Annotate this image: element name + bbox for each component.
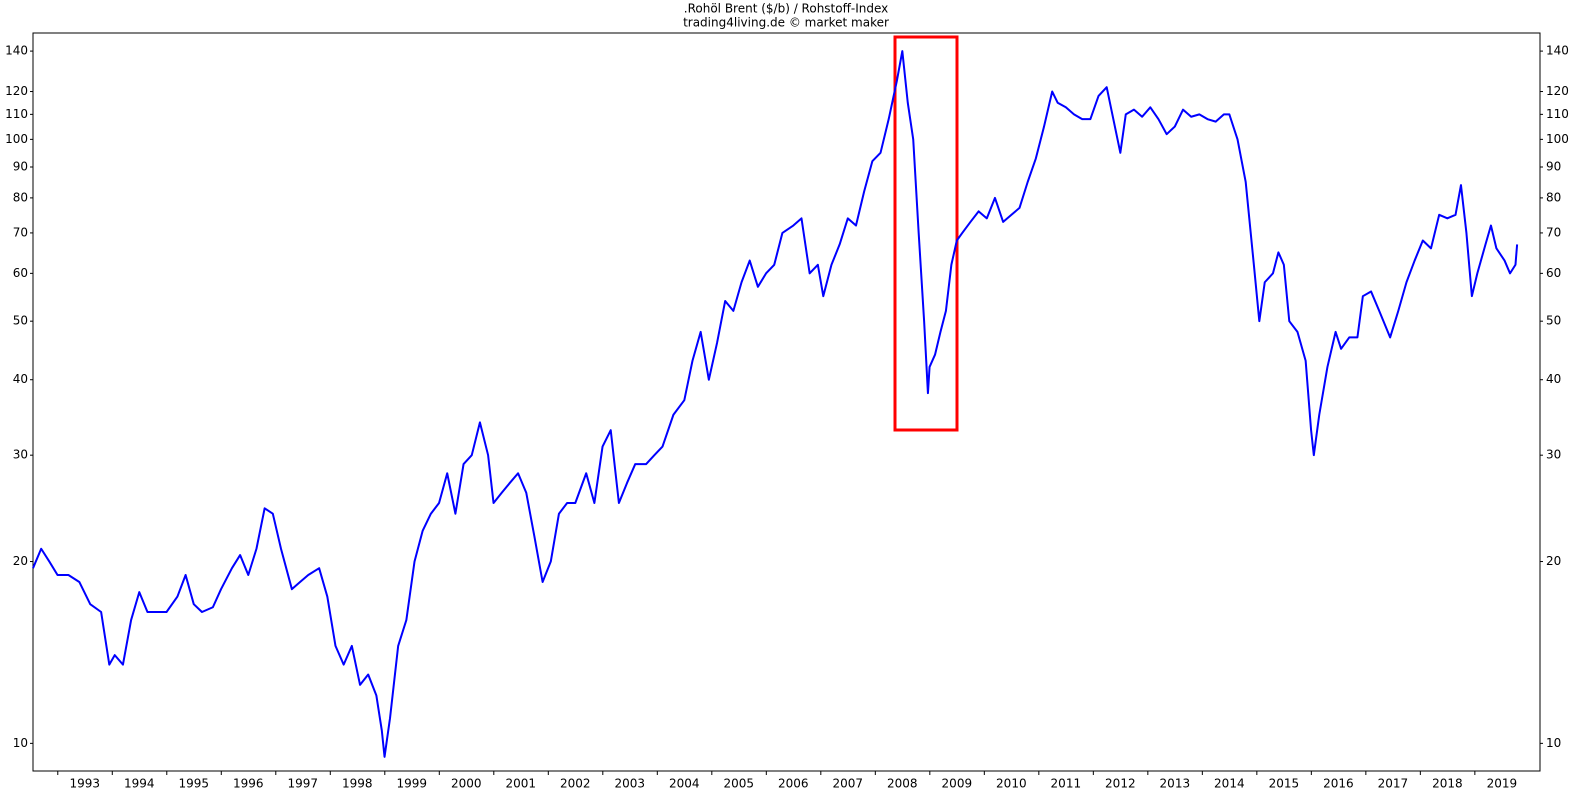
x-tick-label: 2018 [1432,777,1463,791]
x-tick-label: 2013 [1160,777,1191,791]
x-tick-label: 2007 [833,777,864,791]
x-tick-label: 2004 [669,777,700,791]
chart-title: .Rohöl Brent ($/b) / Rohstoff-Index [684,2,888,16]
x-tick-label: 1994 [124,777,155,791]
y-tick-label: 80 [13,190,28,204]
y-tick-label: 40 [13,372,28,386]
x-tick-label: 1996 [233,777,264,791]
y2-tick-label: 120 [1546,84,1569,98]
y2-tick-label: 70 [1546,225,1561,239]
y-tick-label: 30 [13,448,28,462]
y-tick-label: 60 [13,266,28,280]
x-tick-label: 2014 [1214,777,1245,791]
x-tick-label: 2000 [451,777,482,791]
y2-tick-label: 110 [1546,107,1569,121]
x-tick-label: 2003 [615,777,646,791]
x-tick-label: 2012 [1105,777,1136,791]
x-tick-label: 1995 [179,777,210,791]
y2-tick-label: 10 [1546,736,1561,750]
y2-tick-label: 80 [1546,190,1561,204]
x-tick-label: 2006 [778,777,809,791]
y2-tick-label: 140 [1546,44,1569,58]
x-tick-label: 2008 [887,777,918,791]
y2-tick-label: 50 [1546,314,1561,328]
x-tick-label: 2016 [1323,777,1354,791]
y-tick-label: 50 [13,314,28,328]
y-tick-label: 20 [13,554,28,568]
x-tick-label: 2015 [1269,777,1300,791]
x-tick-label: 2002 [560,777,591,791]
x-tick-label: 2005 [724,777,755,791]
chart-subtitle: trading4living.de © market maker [683,16,889,30]
price-line [32,50,1519,758]
x-tick-label: 1997 [288,777,319,791]
y-tick-label: 110 [5,107,28,121]
x-tick-label: 2019 [1487,777,1518,791]
y2-tick-label: 30 [1546,448,1561,462]
y2-tick-label: 100 [1546,132,1569,146]
y-tick-label: 70 [13,225,28,239]
y-tick-label: 120 [5,84,28,98]
x-tick-label: 2011 [1051,777,1082,791]
y2-tick-label: 20 [1546,554,1561,568]
x-tick-label: 2010 [996,777,1027,791]
highlight-box [893,35,959,432]
x-tick-label: 1998 [342,777,373,791]
x-tick-label: 2017 [1378,777,1409,791]
y2-tick-label: 60 [1546,266,1561,280]
x-tick-label: 2001 [506,777,537,791]
y2-tick-label: 40 [1546,372,1561,386]
y-tick-label: 90 [13,159,28,173]
y-tick-label: 140 [5,44,28,58]
plot-frame [32,32,1541,772]
x-tick-label: 1999 [397,777,428,791]
y-tick-label: 10 [13,736,28,750]
x-tick-label: 2009 [942,777,973,791]
y2-tick-label: 90 [1546,159,1561,173]
x-tick-label: 1993 [70,777,101,791]
y-tick-label: 100 [5,132,28,146]
